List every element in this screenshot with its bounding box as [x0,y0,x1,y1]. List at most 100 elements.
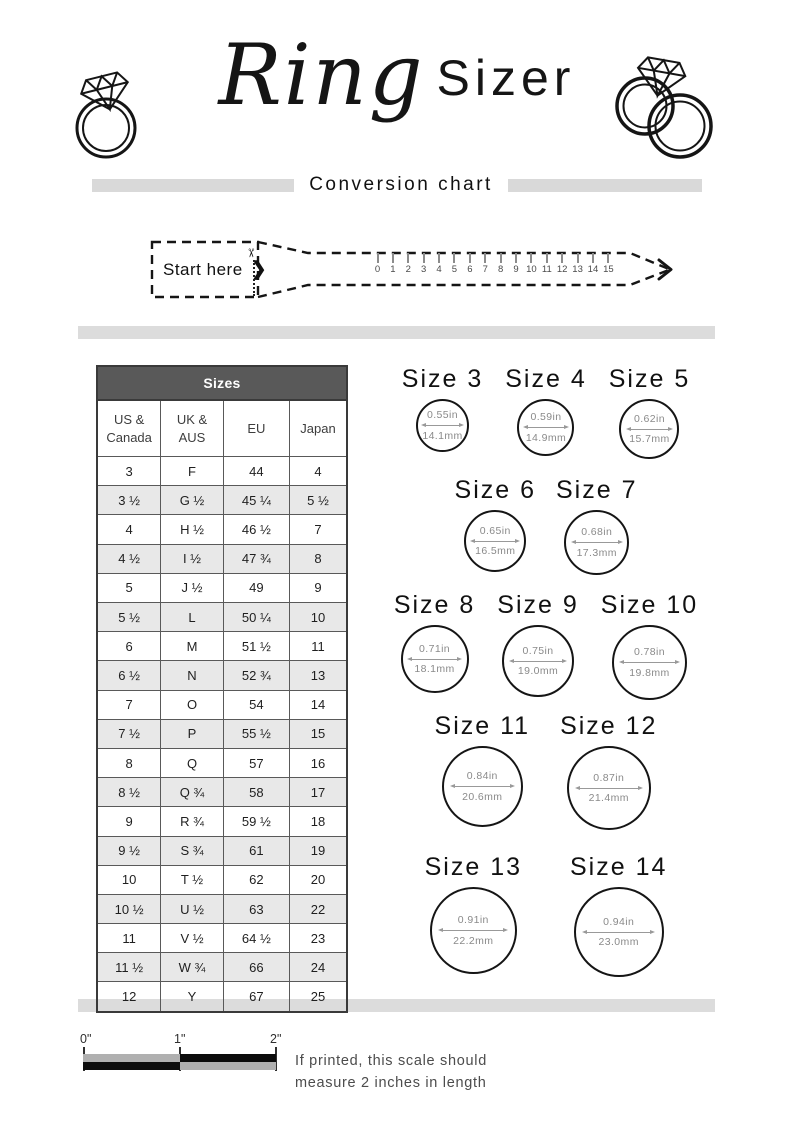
ruler-tick [607,253,610,263]
size-circle: 0.71in 18.1mm [400,625,469,693]
cell-uk-aus: W ¾ [160,952,224,983]
column-header-us-canada: US & Canada [96,399,162,458]
cell-us-canada: 9 [96,806,162,837]
cell-uk-aus: L [160,602,224,633]
cell-eu: 64 ½ [222,923,291,954]
table-row: 3 F 44 4 [96,456,348,487]
diameter-mm: 17.3mm [576,546,617,559]
ruler-number: 0 [374,264,381,275]
diameter-arrow-icon [582,929,655,935]
table-row: 4 ½ I ½ 47 ¾ 8 [96,543,348,574]
ruler-tick [515,253,518,263]
diameter-inches: 0.65in [479,524,511,537]
table-row: 12 Y 67 25 [96,981,348,1013]
diameter-inches: 0.62in [633,412,665,425]
diameter-mm: 18.1mm [414,663,455,675]
circle-row: Size 3 0.55in 14.1mm Size 4 0.59in [402,365,690,459]
size-label: Size 14 [570,853,668,881]
size-label: Size 10 [600,591,699,619]
cell-eu: 62 [222,864,291,895]
size-label: Size 4 [505,365,587,393]
note-line-1: If printed, this scale should [295,1053,487,1069]
ruler-mark: 11 [539,253,554,275]
cell-japan: 14 [289,689,348,720]
cell-japan: 16 [289,747,348,779]
cell-japan: 23 [289,923,348,954]
cell-eu: 59 ½ [222,806,291,837]
ruler-tick [468,253,471,263]
cell-japan: 22 [289,893,348,925]
cell-uk-aus: Q [160,747,224,779]
diameter-inches: 0.71in [419,642,451,655]
cell-us-canada: 10 [96,864,162,895]
cell-us-canada: 5 ½ [96,602,162,633]
diameter-inches: 0.75in [522,644,554,657]
diameter-mm: 19.8mm [629,666,670,679]
cell-eu: 52 ¾ [222,660,291,691]
diameter-mm: 19.0mm [517,665,559,677]
size-circle: 0.78in 19.8mm [611,625,687,700]
ruler-number: 10 [526,264,537,275]
diamond-ring-icon [70,66,142,167]
size-label: Size 3 [401,365,484,393]
column-header-uk-aus: UK & AUS [160,399,224,458]
size-circle-block: Size 8 0.71in 18.1mm [394,591,475,693]
subtitle-row: Conversion chart [0,174,794,196]
size-circle-block: Size 10 0.78in 19.8mm [601,591,698,700]
cell-japan: 20 [289,864,348,895]
ruler-mark: 8 [493,253,508,275]
size-circle: 0.62in 15.7mm [619,399,680,459]
cell-japan: 9 [289,572,348,604]
table-row: 6 M 51 ½ 11 [96,631,348,662]
separator-bar-top [78,326,715,339]
diameter-inches: 0.87in [593,771,625,784]
cell-eu: 63 [222,893,291,925]
column-header-japan: Japan [289,399,348,458]
scale-label-1: 1" [174,1032,186,1046]
table-row: 10 T ½ 62 20 [96,864,348,895]
size-circle-block: Size 9 0.75in 19.0mm [497,591,578,697]
table-row: 8 ½ Q ¾ 58 17 [96,777,348,808]
size-circle-block: Size 7 0.68in 17.3mm [556,476,637,575]
size-label: Size 7 [556,476,638,504]
cell-us-canada: 7 ½ [96,718,162,749]
cell-japan: 24 [289,952,348,983]
diameter-mm: 15.7mm [629,433,670,445]
size-circle-block: Size 6 0.65in 16.5mm [455,476,536,572]
diameter-mm: 21.4mm [588,792,629,804]
diameter-arrow-icon [438,928,509,934]
cell-japan: 10 [289,602,348,633]
cell-us-canada: 5 [96,572,162,604]
cell-uk-aus: U ½ [160,893,224,925]
diameter-arrow-icon [625,426,674,432]
cell-japan: 8 [289,543,348,574]
diameter-inches: 0.84in [466,770,498,783]
diameter-mm: 22.2mm [453,934,494,947]
cell-japan: 4 [289,456,348,487]
table-row: 7 ½ P 55 ½ 15 [96,718,348,749]
ruler-number: 12 [556,264,568,275]
cell-japan: 18 [289,806,348,837]
ruler-tick [484,253,487,263]
size-circle: 0.55in 14.1mm [416,399,469,452]
ruler-tick [499,253,502,263]
cell-us-canada: 7 [96,689,162,720]
ruler-mark: 5 [447,253,462,275]
cell-us-canada: 3 [96,456,162,487]
cell-us-canada: 4 [96,514,162,545]
size-label: Size 5 [608,365,691,393]
page-title: Ring Sizer [0,0,794,124]
size-circle: 0.87in 21.4mm [566,746,651,830]
cell-uk-aus: N [160,660,224,691]
cell-eu: 57 [222,747,291,779]
cell-uk-aus: Q ¾ [160,777,224,808]
scissors-icon: ✂ [244,247,259,259]
cell-eu: 54 [222,689,291,720]
diameter-mm: 14.1mm [422,429,463,442]
ruler-mark: 3 [416,253,431,275]
ruler-number: 9 [513,264,519,275]
size-circle-block: Size 4 0.59in 14.9mm [505,365,586,456]
title-sans-word: Sizer [436,50,576,106]
diameter-mm: 23.0mm [598,936,639,948]
diameter-arrow-icon [619,660,680,666]
